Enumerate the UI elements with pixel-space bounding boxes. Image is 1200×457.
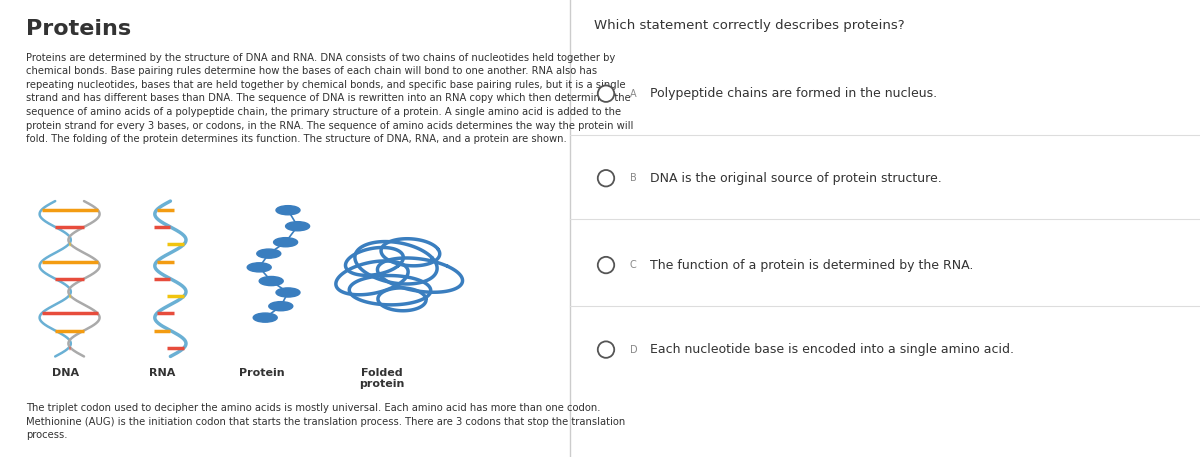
Text: B: B [630, 173, 637, 183]
Circle shape [247, 263, 271, 272]
Text: The triplet codon used to decipher the amino acids is mostly universal. Each ami: The triplet codon used to decipher the a… [26, 403, 625, 440]
Ellipse shape [598, 341, 614, 358]
Text: Folded
protein: Folded protein [359, 368, 404, 389]
Ellipse shape [598, 85, 614, 102]
Text: Each nucleotide base is encoded into a single amino acid.: Each nucleotide base is encoded into a s… [650, 343, 1014, 356]
Text: Proteins are determined by the structure of DNA and RNA. DNA consists of two cha: Proteins are determined by the structure… [26, 53, 634, 144]
Text: A: A [630, 89, 637, 99]
Circle shape [269, 302, 293, 311]
Circle shape [286, 222, 310, 231]
Circle shape [276, 288, 300, 297]
Text: Proteins: Proteins [26, 19, 132, 39]
Circle shape [276, 206, 300, 215]
Ellipse shape [598, 170, 614, 186]
Text: The function of a protein is determined by the RNA.: The function of a protein is determined … [650, 259, 973, 271]
Text: DNA: DNA [53, 368, 79, 378]
Text: C: C [630, 260, 637, 270]
Circle shape [274, 238, 298, 247]
Circle shape [259, 276, 283, 286]
Text: Polypeptide chains are formed in the nucleus.: Polypeptide chains are formed in the nuc… [650, 87, 937, 100]
Text: Which statement correctly describes proteins?: Which statement correctly describes prot… [594, 19, 905, 32]
Circle shape [257, 249, 281, 258]
Ellipse shape [598, 257, 614, 273]
Text: RNA: RNA [149, 368, 175, 378]
Text: D: D [630, 345, 637, 355]
Circle shape [253, 313, 277, 322]
Text: DNA is the original source of protein structure.: DNA is the original source of protein st… [650, 172, 942, 185]
Text: Protein: Protein [239, 368, 284, 378]
